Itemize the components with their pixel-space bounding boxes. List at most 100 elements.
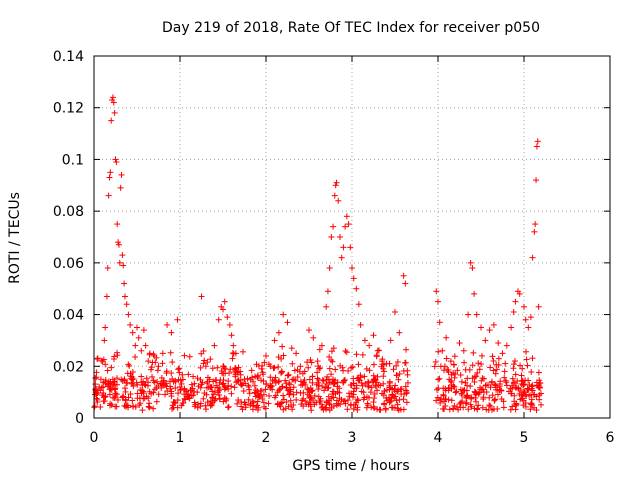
data-point [101,337,108,344]
data-point [383,394,390,401]
data-point [450,383,457,390]
data-point [340,367,347,374]
data-point [305,401,312,408]
data-point [400,367,407,374]
data-point [522,377,529,384]
data-point [225,385,232,392]
data-point [454,367,461,374]
data-point [178,380,185,387]
data-point [457,404,464,411]
data-point [284,387,291,394]
data-point [207,383,214,390]
data-point [103,293,110,300]
data-point [199,379,206,386]
data-point [333,400,340,407]
x-tick-label: 4 [434,430,443,446]
data-point [500,404,507,411]
data-point [112,385,119,392]
data-point [507,406,514,413]
data-point [271,376,278,383]
data-point [535,369,542,376]
data-point [104,265,111,272]
data-point [511,379,518,386]
data-point [441,363,448,370]
data-point [116,259,123,266]
data-point [533,143,540,150]
data-point [112,403,119,410]
data-point [293,396,300,403]
data-point [247,402,254,409]
data-point [120,262,127,269]
data-point [381,401,388,408]
data-point [345,221,352,228]
data-point [246,390,253,397]
data-point [524,362,531,369]
data-point [528,368,535,375]
data-point [104,367,111,374]
data-point [139,407,146,414]
data-point [137,386,144,393]
data-point [479,404,486,411]
data-point [271,394,278,401]
data-point [114,352,121,359]
data-point [383,360,390,367]
data-point [213,382,220,389]
data-point [168,393,175,400]
data-point [374,347,381,354]
data-point [160,377,167,384]
data-point [244,375,251,382]
data-point [177,377,184,384]
data-point [525,386,532,393]
data-point [342,400,349,407]
data-point [322,404,329,411]
data-point [217,377,224,384]
data-point [132,353,139,360]
data-point [450,405,457,412]
data-point [309,379,316,386]
data-point [123,380,130,387]
data-point [326,353,333,360]
data-point [249,402,256,409]
data-point [293,350,300,357]
data-point [440,392,447,399]
data-point [284,319,291,326]
data-point [467,401,474,408]
data-point [254,406,261,413]
data-point [143,375,150,382]
data-point [343,349,350,356]
data-point [491,396,498,403]
data-point [475,390,482,397]
data-point [234,400,241,407]
data-point [451,353,458,360]
data-point [101,398,108,405]
data-point [286,381,293,388]
data-point [235,377,242,384]
data-point [191,403,198,410]
data-point [353,285,360,292]
data-point [232,364,239,371]
data-point [367,389,374,396]
data-point [202,363,209,370]
data-point [363,393,370,400]
x-tick-label: 6 [606,430,615,446]
data-point [263,381,270,388]
data-point [228,383,235,390]
data-point [149,359,156,366]
data-point [275,387,282,394]
data-point [207,356,214,363]
data-point [114,396,121,403]
data-point [392,308,398,315]
data-point [122,385,129,392]
data-point [125,311,132,318]
data-point [342,223,349,230]
data-point [390,366,397,373]
data-point [534,138,541,145]
data-point [99,392,106,399]
data-point [154,367,161,374]
data-point [486,394,493,401]
data-point [502,360,509,367]
data-point [527,401,534,408]
data-point [145,395,152,402]
data-point [519,365,526,372]
